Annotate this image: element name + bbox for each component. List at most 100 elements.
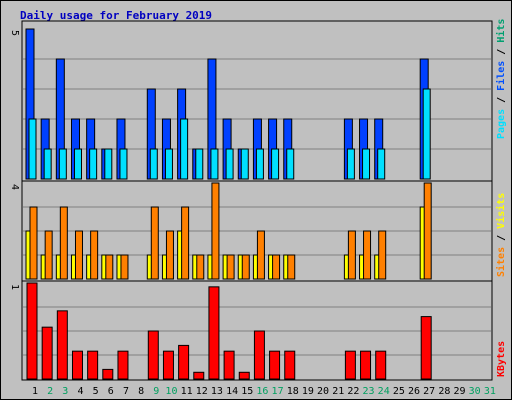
visits-bar	[150, 206, 159, 280]
chart-title: Daily usage for February 2019	[20, 9, 213, 22]
legend-hits: Hits	[495, 19, 507, 43]
day-label: 24	[378, 386, 390, 397]
day-label: 26	[408, 386, 420, 397]
pages-bar	[149, 148, 158, 180]
pages-bar	[58, 148, 67, 180]
kbytes-bar	[253, 330, 265, 380]
panel3-axis-max: 1	[9, 284, 20, 290]
pages-bar	[422, 88, 431, 180]
pages-bar	[346, 148, 355, 180]
kbytes-bar	[56, 310, 68, 380]
plot-frame	[21, 20, 493, 381]
day-label: 21	[332, 386, 344, 397]
pages-bar	[255, 148, 264, 180]
kbytes-bar	[147, 330, 159, 380]
pages-bar	[362, 148, 371, 180]
pages-bar	[104, 148, 113, 180]
kbytes-bar	[117, 350, 129, 380]
pages-bar	[210, 148, 219, 180]
kbytes-bar	[26, 282, 38, 380]
pages-bar	[195, 148, 204, 180]
visits-bar	[105, 254, 114, 280]
legend-panel3: KBytes	[496, 341, 507, 377]
day-label: 31	[484, 386, 496, 397]
legend-visits: Visits	[495, 193, 507, 229]
day-label: 15	[241, 386, 253, 397]
day-label: 20	[317, 386, 329, 397]
pages-bar	[286, 148, 295, 180]
pages-bar	[28, 118, 37, 180]
visits-bar	[90, 230, 99, 280]
visits-bar	[347, 230, 356, 280]
visits-bar	[59, 206, 68, 280]
day-label: 27	[423, 386, 435, 397]
kbytes-bar	[87, 350, 99, 380]
day-label: 10	[165, 386, 177, 397]
visits-bar	[165, 230, 174, 280]
pages-bar	[164, 148, 173, 180]
day-label: 12	[196, 386, 208, 397]
pages-bar	[89, 148, 98, 180]
day-label: 25	[393, 386, 405, 397]
kbytes-bar	[360, 350, 372, 380]
kbytes-bar	[102, 368, 114, 380]
kbytes-bar	[193, 371, 205, 380]
visits-bar	[241, 254, 250, 280]
legend-sep: /	[496, 91, 507, 109]
day-label: 1	[32, 386, 38, 397]
day-label: 2	[47, 386, 53, 397]
kbytes-bar	[178, 344, 190, 380]
pages-bar	[180, 118, 189, 180]
legend-kbytes: KBytes	[496, 341, 507, 377]
day-label: 4	[77, 386, 83, 397]
visits-bar	[211, 182, 220, 280]
pages-bar	[119, 148, 128, 180]
visits-bar	[287, 254, 296, 280]
legend-sites: Sites	[495, 247, 507, 277]
day-label: 5	[93, 386, 99, 397]
panel2-axis-max: 4	[9, 184, 20, 190]
kbytes-bar	[269, 350, 281, 380]
pages-bar	[240, 148, 249, 180]
legend-sep: /	[496, 229, 507, 247]
pages-bar	[377, 148, 386, 180]
day-label: 14	[226, 386, 238, 397]
visits-bar	[120, 254, 129, 280]
pages-bar	[271, 148, 280, 180]
visits-bar	[363, 230, 372, 280]
kbytes-bar	[162, 350, 174, 380]
pages-bar	[73, 148, 82, 180]
kbytes-bar	[375, 350, 387, 380]
day-label: 18	[287, 386, 299, 397]
visits-bar	[74, 230, 83, 280]
visits-bar	[29, 206, 38, 280]
day-label: 30	[469, 386, 481, 397]
kbytes-bar	[41, 326, 53, 380]
kbytes-bar	[284, 350, 296, 380]
legend-files: Files	[495, 61, 507, 91]
day-label: 13	[211, 386, 223, 397]
day-label: 17	[272, 386, 284, 397]
visits-bar	[44, 230, 53, 280]
kbytes-bar	[208, 286, 220, 380]
kbytes-bar	[238, 371, 250, 380]
day-label: 9	[153, 386, 159, 397]
kbytes-bar	[71, 350, 83, 380]
day-label: 3	[62, 386, 68, 397]
visits-bar	[226, 254, 235, 280]
panel1-axis-max: 5	[9, 30, 20, 36]
day-label: 29	[453, 386, 465, 397]
kbytes-bar	[344, 350, 356, 380]
day-label: 22	[347, 386, 359, 397]
visits-bar	[181, 206, 190, 280]
day-label: 11	[181, 386, 193, 397]
kbytes-bar	[223, 350, 235, 380]
legend-sep: /	[496, 43, 507, 61]
day-label: 23	[363, 386, 375, 397]
legend-panel1: Pages / Files / Hits	[495, 19, 507, 139]
legend-pages: Pages	[496, 109, 507, 139]
day-label: 28	[438, 386, 450, 397]
visits-bar	[272, 254, 281, 280]
